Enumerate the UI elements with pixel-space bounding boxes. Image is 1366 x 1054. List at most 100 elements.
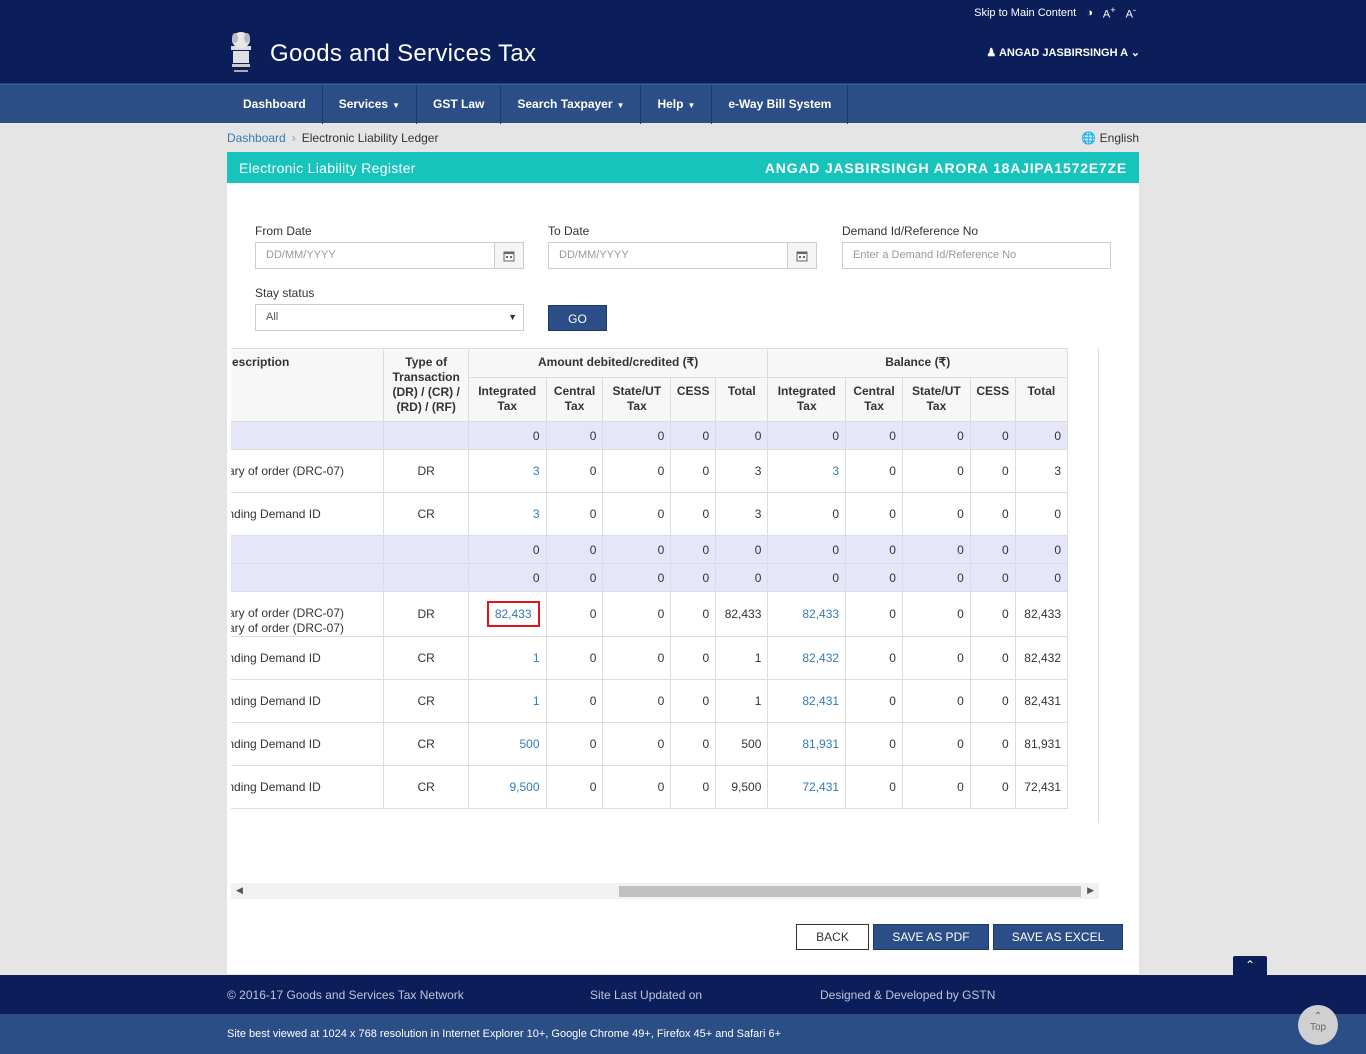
amount-cell[interactable]: 9,500 — [467, 765, 547, 809]
balance-cell: 0 — [767, 421, 847, 450]
nav-item-search-taxpayer[interactable]: Search Taxpayer ▼ — [501, 85, 642, 124]
balance-cell: 0 — [845, 765, 903, 809]
balance-cell: 0 — [845, 591, 903, 637]
balance-cell[interactable]: 3 — [767, 449, 847, 493]
skip-to-main-link[interactable]: Skip to Main Content — [974, 6, 1077, 19]
go-button[interactable]: GO — [548, 305, 607, 331]
user-menu[interactable]: ♟ ANGAD JASBIRSINGH A ⌄ — [986, 46, 1140, 59]
amount-link[interactable]: 3 — [532, 507, 540, 521]
amount-link[interactable]: 1 — [532, 651, 540, 665]
taxpayer-id: ANGAD JASBIRSINGH ARORA 18AJIPA1572E7ZE — [764, 159, 1127, 176]
balance-cell[interactable]: 82,433 — [767, 591, 847, 637]
save-as-pdf-button[interactable]: SAVE AS PDF — [873, 924, 989, 950]
amount-cell: 0 — [545, 679, 604, 723]
amount-link[interactable]: 82,431 — [802, 694, 840, 708]
amount-link[interactable]: 1 — [532, 694, 540, 708]
national-emblem-icon[interactable] — [226, 28, 256, 78]
balance-cell: 82,432 — [1014, 636, 1069, 680]
from-date-input[interactable]: DD/MM/YYYY — [255, 242, 495, 269]
footer-bottom: Site best viewed at 1024 x 768 resolutio… — [0, 1014, 1366, 1054]
amount-cell[interactable]: 500 — [467, 722, 547, 766]
scroll-left-icon[interactable]: ◀ — [236, 885, 243, 895]
balance-cell[interactable]: 72,431 — [767, 765, 847, 809]
amount-link[interactable]: 500 — [519, 737, 540, 751]
site-title[interactable]: Goods and Services Tax — [270, 40, 537, 67]
amount-link[interactable]: 82,433 — [802, 607, 840, 621]
amount-link[interactable]: 81,931 — [802, 737, 840, 751]
nav-item-help[interactable]: Help ▼ — [641, 85, 713, 124]
column-header: CESS — [670, 376, 717, 423]
balance-cell: 0 — [845, 492, 903, 536]
amount-cell: 0 — [670, 492, 717, 536]
balance-cell: 0 — [901, 722, 971, 766]
stay-status-select[interactable]: All ▼ — [255, 304, 524, 331]
amount-cell: 0 — [545, 492, 604, 536]
scrollbar-thumb[interactable] — [619, 886, 1081, 897]
nav-item-services[interactable]: Services ▼ — [323, 85, 417, 124]
amount-link[interactable]: 3 — [832, 464, 840, 478]
ledger-table: escription Type of Transaction (DR) / (C… — [231, 348, 1069, 809]
amount-cell: 0 — [545, 636, 604, 680]
globe-icon: 🌐 — [1081, 131, 1097, 145]
amount-cell: 0 — [602, 563, 672, 592]
balance-cell: 0 — [767, 535, 847, 564]
description-cell: tstanding Demand ID — [231, 636, 385, 680]
to-date-calendar-icon[interactable] — [787, 242, 817, 269]
amount-cell[interactable]: 3 — [467, 492, 547, 536]
balance-cell: 0 — [901, 765, 971, 809]
demand-id-input[interactable]: Enter a Demand Id/Reference No — [842, 242, 1111, 269]
scroll-right-icon[interactable]: ▶ — [1087, 885, 1094, 895]
amount-link[interactable]: 82,433 — [486, 601, 540, 627]
to-date-input[interactable]: DD/MM/YYYY — [548, 242, 788, 269]
font-decrease-button[interactable]: A- — [1125, 5, 1136, 21]
back-to-top-button[interactable]: ⌃ Top — [1298, 1005, 1338, 1045]
contrast-icon[interactable]: ◑ — [1086, 6, 1093, 19]
amount-link[interactable]: 82,432 — [802, 651, 840, 665]
ledger-table-viewport[interactable]: escription Type of Transaction (DR) / (C… — [231, 348, 1099, 822]
amount-cell: 0 — [602, 591, 672, 637]
transaction-type-cell — [383, 421, 469, 450]
breadcrumb-dashboard-link[interactable]: Dashboard — [227, 131, 286, 145]
balance-cell: 0 — [767, 492, 847, 536]
balance-cell: 0 — [969, 421, 1016, 450]
amount-link[interactable]: 9,500 — [509, 780, 540, 794]
amount-link[interactable]: 3 — [532, 464, 540, 478]
amount-cell[interactable]: 3 — [467, 449, 547, 493]
balance-cell: 0 — [901, 492, 971, 536]
amount-cell: 9,500 — [715, 765, 769, 809]
description-cell: tstanding Demand ID — [231, 679, 385, 723]
amount-link[interactable]: 72,431 — [802, 780, 840, 794]
balance-cell: 0 — [845, 636, 903, 680]
balance-cell[interactable]: 82,432 — [767, 636, 847, 680]
amount-cell: 0 — [670, 679, 717, 723]
save-as-excel-button[interactable]: SAVE AS EXCEL — [993, 924, 1123, 950]
horizontal-scrollbar[interactable]: ◀ ▶ — [231, 883, 1099, 899]
balance-cell: 0 — [901, 591, 971, 637]
balance-cell[interactable]: 81,931 — [767, 722, 847, 766]
balance-cell[interactable]: 82,431 — [767, 679, 847, 723]
nav-item-gst-law[interactable]: GST Law — [417, 85, 502, 124]
demand-id-label: Demand Id/Reference No — [842, 224, 979, 238]
amount-cell: 3 — [715, 449, 769, 493]
amount-cell: 0 — [545, 535, 604, 564]
transaction-type-cell: CR — [383, 679, 469, 723]
column-header: Integrated Tax — [767, 376, 847, 423]
nav-item-e-way-bill-system[interactable]: e-Way Bill System — [712, 85, 849, 124]
amount-cell: 0 — [602, 535, 672, 564]
from-date-label: From Date — [255, 224, 312, 238]
language-selector[interactable]: 🌐 English — [1081, 131, 1139, 145]
nav-item-label: Search Taxpayer — [517, 97, 613, 111]
nav-item-dashboard[interactable]: Dashboard — [227, 85, 323, 124]
nav-item-label: Dashboard — [243, 97, 306, 111]
amount-cell[interactable]: 1 — [467, 679, 547, 723]
font-increase-button[interactable]: A+ — [1102, 5, 1116, 21]
description-header: escription — [231, 348, 385, 422]
main-nav: Dashboard Services ▼ GST Law Search Taxpayer… — [0, 84, 1366, 124]
amount-cell: 0 — [545, 563, 604, 592]
from-date-calendar-icon[interactable] — [494, 242, 524, 269]
chevron-up-icon[interactable]: ⌃ — [1233, 956, 1267, 975]
amount-cell[interactable]: 82,433 — [467, 591, 547, 637]
amount-cell[interactable]: 1 — [467, 636, 547, 680]
back-button[interactable]: BACK — [796, 924, 869, 950]
